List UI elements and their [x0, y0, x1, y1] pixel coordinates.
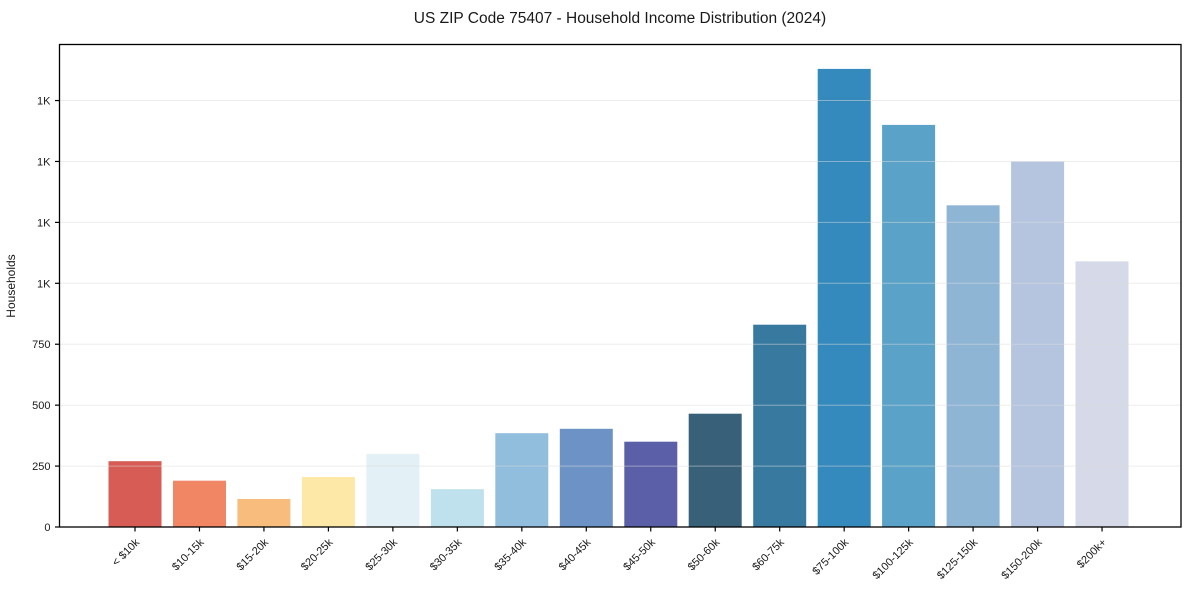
x-tick-label: < $10k [110, 536, 142, 568]
plot-area: 0 250 500 750 1K 1K 1K 1K < $10k $10-15k $15-20k $2… [32, 43, 1182, 582]
y-tick-label: 1K [37, 278, 51, 290]
x-tick-label: $25-30k [363, 536, 400, 573]
chart-title: US ZIP Code 75407 - Household Income Dis… [414, 10, 826, 27]
x-tick-label: $100-125k [871, 536, 917, 582]
bar-$35-40k [495, 433, 549, 527]
bar-$15-20k [237, 499, 291, 527]
x-tick-label: $35-40k [492, 536, 529, 573]
y-tick-label: 750 [32, 339, 50, 351]
bar-$10-15k [173, 480, 226, 527]
bar-$50-60k [688, 413, 742, 527]
x-tick-label: $15-20k [234, 536, 271, 573]
x-tick-label: $60-75k [750, 536, 787, 573]
x-tick-label: $30-35k [428, 536, 465, 573]
bar-$25-30k [366, 453, 420, 527]
y-axis-ticks: 0 250 500 750 1K 1K 1K 1K [32, 96, 60, 534]
bar-$60-75k [753, 324, 807, 527]
bar-$100-125k [882, 124, 936, 528]
bar-$125-150k [946, 205, 1000, 528]
bar-$30-35k [430, 489, 484, 527]
x-tick-label: $50-60k [686, 536, 723, 573]
gridlines-group [59, 100, 1181, 467]
bar-$75-100k [817, 68, 871, 528]
x-tick-label: $200k+ [1075, 537, 1109, 571]
x-tick-label: $125-150k [935, 536, 981, 582]
x-tick-label: $40-45k [557, 536, 594, 573]
bar-$200k+ [1075, 261, 1129, 527]
y-tick-label: 1K [37, 96, 51, 108]
y-tick-label: 500 [32, 400, 50, 412]
bar-< $10k [108, 461, 162, 527]
x-tick-label: $75-100k [810, 536, 851, 577]
x-tick-label: $45-50k [621, 536, 658, 573]
x-tick-label: $10-15k [170, 536, 207, 573]
bar-$40-45k [559, 428, 613, 527]
bar-$45-50k [624, 441, 678, 527]
x-axis-ticks: < $10k $10-15k $15-20k $20-25k $25-30k $30-35… [110, 527, 1109, 582]
x-tick-label: $20-25k [299, 536, 336, 573]
bars-group [108, 68, 1129, 528]
y-tick-label: 250 [32, 461, 50, 473]
y-tick-label: 0 [44, 522, 50, 534]
y-tick-label: 1K [37, 217, 51, 229]
y-tick-label: 1K [37, 156, 51, 168]
plot-frame [58, 43, 1182, 528]
y-axis-label: Households [4, 254, 18, 317]
bar-$20-25k [301, 477, 355, 527]
x-tick-label: $150-200k [999, 536, 1045, 582]
